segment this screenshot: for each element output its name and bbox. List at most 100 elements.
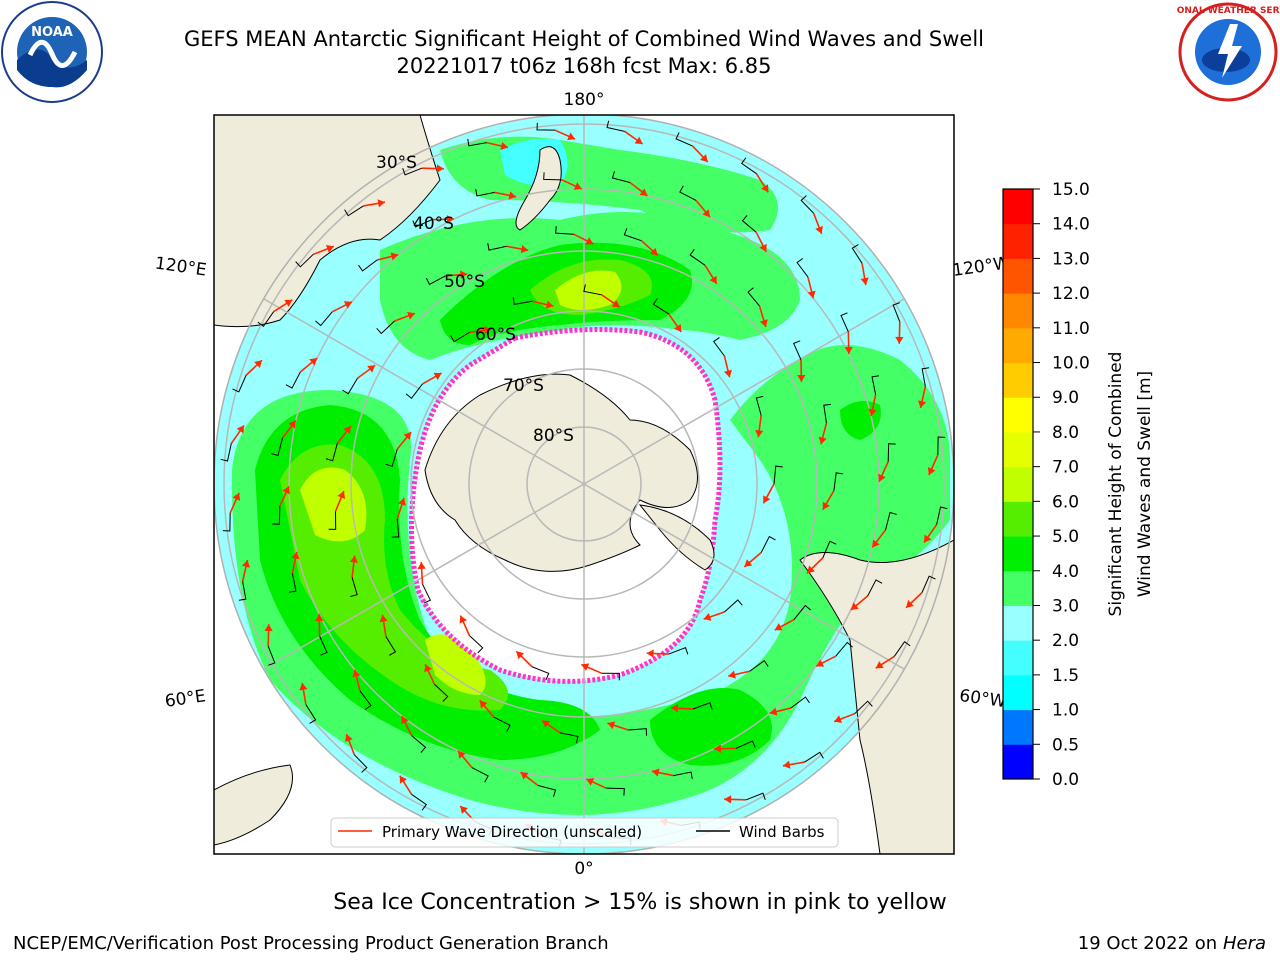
- wave-arrow-head: [759, 319, 768, 327]
- wind-barb: [422, 583, 432, 604]
- colorbar-tick-label: 6.0: [1052, 492, 1079, 512]
- wind-barb: [342, 378, 358, 395]
- wave-arrow-head: [607, 721, 616, 730]
- lon-label-60w: 60°W: [958, 686, 1007, 712]
- colorbar-tick-label: 4.0: [1052, 562, 1079, 582]
- colorbar-label-line2: Wind Waves and Swell [m]: [1135, 371, 1155, 597]
- colorbar-swatch: [1003, 431, 1033, 468]
- wind-barb: [583, 284, 602, 296]
- wave-arrow-head: [634, 136, 643, 145]
- lat-label-80s: 80°S: [533, 426, 574, 446]
- wave-arrow-head: [807, 290, 816, 299]
- colorbar: 0.0 0.5 1.0 1.5 2.0 3.0 4.0 5.0 6.0 7.0 8.0 9.0 10.0…: [1002, 180, 1155, 790]
- wind-barb: [937, 436, 946, 456]
- wave-arrow-head: [759, 243, 767, 252]
- wind-barb: [328, 511, 337, 530]
- lon-label-60e: 60°E: [164, 686, 207, 711]
- wind-barb: [851, 244, 863, 264]
- colorbar-tick-label: 14.0: [1052, 215, 1090, 235]
- wind-barb: [471, 767, 489, 783]
- colorbar-tick-label: 0.0: [1052, 770, 1079, 790]
- wave-arrow-head: [818, 436, 827, 445]
- wave-arrow-head: [581, 663, 590, 671]
- wind-barb: [412, 219, 433, 228]
- colorbar-tick-label: 2.0: [1052, 631, 1079, 651]
- wave-band-6m: [300, 270, 622, 695]
- wind-barb: [740, 157, 757, 175]
- wave-arrow-head: [325, 245, 334, 253]
- colorbar-swatch: [1003, 744, 1033, 780]
- wave-arrow-head: [446, 215, 454, 224]
- wave-arrow-head: [284, 299, 293, 307]
- wind-barb: [854, 700, 873, 715]
- colorbar-swatch: [1003, 674, 1033, 711]
- new-zealand: [515, 146, 562, 231]
- wind-barb: [921, 575, 936, 593]
- wind-barb: [385, 448, 398, 467]
- wave-arrow-head: [343, 425, 351, 434]
- wind-barb: [487, 243, 507, 251]
- lat-label-60s: 60°S: [475, 325, 516, 345]
- colorbar-tick-label: 1.0: [1052, 701, 1079, 721]
- colorbar-frame: [1002, 188, 1034, 780]
- wind-barb: [679, 185, 697, 201]
- wind-barb: [675, 132, 693, 147]
- wave-arrow-head: [844, 346, 853, 354]
- colorbar-swatch: [1003, 362, 1033, 398]
- wave-arrow-head: [895, 336, 904, 344]
- wind-barb: [887, 443, 896, 462]
- colorbar-tick-label: 7.0: [1052, 458, 1079, 478]
- wave-arrow-head: [349, 555, 358, 563]
- wave-arrow-head: [875, 661, 884, 669]
- wind-barb: [755, 395, 764, 416]
- colorbar-swatch: [1003, 570, 1033, 606]
- wave-arrow-head: [458, 750, 466, 759]
- wind-barb: [385, 636, 397, 656]
- wind-barb: [668, 647, 689, 655]
- wind-barb: [232, 375, 247, 393]
- wave-arrow-head: [520, 772, 529, 780]
- wave-arrow-head: [585, 237, 594, 245]
- wind-barb: [623, 228, 642, 242]
- wind-barb: [892, 302, 901, 323]
- date-line: 19 Oct 2022 on Hera: [1078, 933, 1266, 954]
- wind-barb: [358, 259, 378, 272]
- wind-barb: [793, 604, 811, 620]
- wind-barb: [833, 472, 844, 491]
- colorbar-swatch: [1003, 501, 1033, 537]
- wind-barb: [220, 443, 232, 462]
- wave-arrow-head: [545, 300, 554, 309]
- wave-arrow-head: [872, 539, 880, 548]
- wind-barb: [823, 403, 831, 424]
- africa: [214, 764, 293, 846]
- wind-barb: [391, 518, 400, 538]
- wind-barb: [305, 704, 317, 724]
- map-frame: [213, 114, 955, 855]
- wave-arrow-head: [782, 760, 791, 769]
- wave-arrow-head: [508, 191, 517, 200]
- wind-barb: [272, 506, 281, 525]
- wind-barb: [353, 754, 368, 773]
- wave-arrow-head: [436, 164, 444, 173]
- wave-arrow-head: [728, 670, 736, 679]
- wave-arrow-head: [651, 768, 660, 777]
- wave-arrow-head: [264, 624, 273, 632]
- wind-barb: [790, 696, 810, 709]
- colorbar-swatch: [1003, 605, 1033, 641]
- wind-barb: [893, 640, 911, 657]
- wave-arrow-head: [923, 534, 932, 543]
- host-name: Hera: [1222, 933, 1266, 954]
- polar-map: [214, 115, 954, 854]
- wave-arrow-head: [288, 420, 296, 429]
- wave-arrow-head: [797, 374, 806, 382]
- wave-arrow-head: [815, 225, 823, 234]
- wind-barb: [936, 506, 948, 525]
- colorbar-tick-label: 11.0: [1052, 319, 1090, 339]
- lat-label-50s: 50°S: [444, 272, 485, 292]
- wave-arrow-head: [774, 623, 783, 631]
- colorbar-tick-label: 0.5: [1052, 735, 1079, 755]
- wind-barb: [606, 787, 625, 796]
- wind-barb: [285, 371, 301, 389]
- wind-barb: [692, 702, 713, 710]
